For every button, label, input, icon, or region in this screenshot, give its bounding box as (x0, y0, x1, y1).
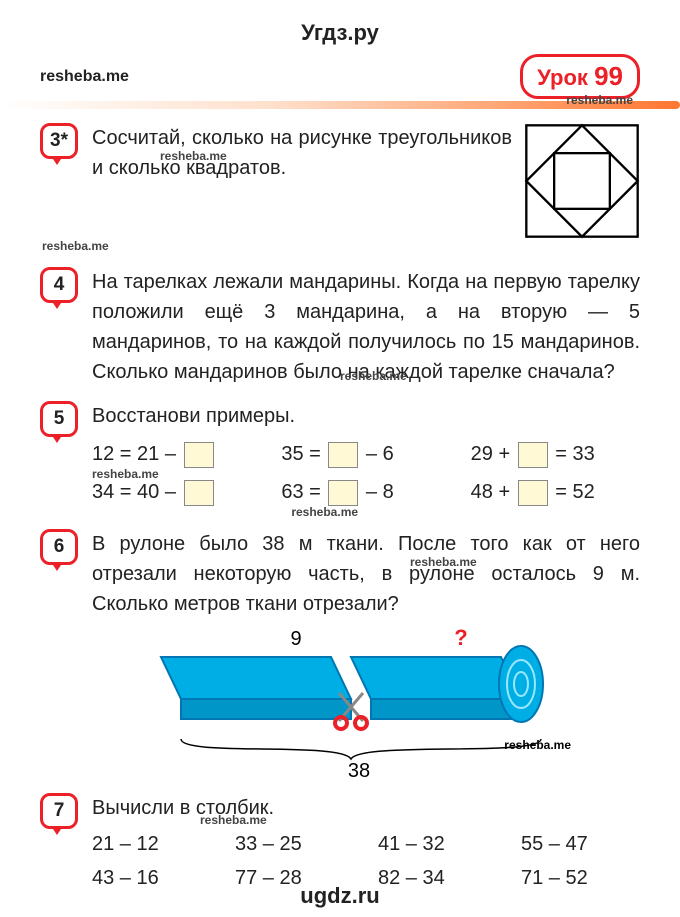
watermark-icon: resheba.me (504, 738, 571, 752)
fabric-svg: 9 ? 3 (151, 629, 581, 779)
page-header: resheba.me Урок 99 resheba.me (40, 54, 640, 99)
problem-3: 3* Сосчитай, сколько на рисунке треуголь… (40, 123, 640, 239)
problem-3-text: Сосчитай, сколько на рисунке треугольник… (92, 123, 512, 183)
blank-box[interactable] (328, 480, 358, 506)
problem-3-text-span: Сосчитай, сколько на рисунке треугольник… (92, 127, 512, 179)
problem-7-body: Вычисли в столбик. resheba.me 21 – 12 33… (92, 793, 640, 893)
eq-pre: 35 = (281, 443, 326, 465)
calc-cell: 33 – 25 (235, 829, 354, 859)
problem-4: 4 На тарелках лежали мандарины. Когда на… (40, 267, 640, 387)
eq-post: – 8 (360, 481, 393, 503)
calc-cell: 41 – 32 (378, 829, 497, 859)
equation-cell: 29 + = 33 (471, 439, 640, 469)
problem-5: 5 Восстанови примеры. 12 = 21 – resheba.… (40, 401, 640, 507)
eq-pre: 63 = (281, 481, 326, 503)
calc-cell: 21 – 12 (92, 829, 211, 859)
problem-number-6: 6 (40, 529, 78, 565)
watermark-icon: resheba.me (42, 239, 640, 253)
blank-box[interactable] (184, 480, 214, 506)
problem-5-body: Восстанови примеры. 12 = 21 – resheba.me… (92, 401, 640, 507)
watermark-icon: resheba.me (160, 147, 227, 165)
problem-6-text-span: В рулоне было 38 м ткани. После того как… (92, 533, 640, 615)
problem-number-5: 5 (40, 401, 78, 437)
watermark-icon: resheba.me (410, 553, 477, 571)
label-nine: 9 (290, 629, 301, 650)
eq-post: = 33 (550, 443, 595, 465)
eq-pre: 12 = 21 – (92, 443, 182, 465)
label-total: 38 (348, 760, 370, 779)
watermark-icon: resheba.me (566, 93, 633, 107)
eq-post: – 6 (360, 443, 393, 465)
equation-cell: 63 = – 8 resheba.me (281, 477, 450, 507)
problem-6: 6 В рулоне было 38 м ткани. После того к… (40, 529, 640, 779)
blank-box[interactable] (184, 442, 214, 468)
equation-cell: 12 = 21 – resheba.me (92, 439, 261, 469)
lesson-label: Урок (537, 65, 588, 90)
fabric-figure: 9 ? 3 (92, 629, 640, 779)
label-question: ? (454, 629, 467, 650)
blank-box[interactable] (328, 442, 358, 468)
eq-post: = 52 (550, 481, 595, 503)
problem-5-title: Восстанови примеры. (92, 405, 295, 427)
problem-number-4: 4 (40, 267, 78, 303)
equation-cell: 35 = – 6 (281, 439, 450, 469)
watermark-icon: resheba.me (291, 503, 358, 521)
site-label-left: resheba.me (40, 68, 129, 86)
calc-cell: 55 – 47 (521, 829, 640, 859)
lesson-badge: Урок 99 resheba.me (520, 54, 640, 99)
equation-cell: 34 = 40 – (92, 477, 261, 507)
watermark-icon: resheba.me (340, 367, 407, 385)
bottom-watermark: ugdz.ru (0, 883, 680, 909)
problem-6-body: В рулоне было 38 м ткани. После того как… (92, 529, 640, 779)
blank-box[interactable] (518, 480, 548, 506)
problem-4-text: На тарелках лежали мандарины. Когда на п… (92, 267, 640, 387)
watermark-icon: resheba.me (200, 811, 267, 829)
equations-grid: 12 = 21 – resheba.me 35 = – 6 29 + = 33 … (92, 439, 640, 507)
problem-7: 7 Вычисли в столбик. resheba.me 21 – 12 … (40, 793, 640, 893)
eq-pre: 48 + (471, 481, 516, 503)
lesson-number: 99 (594, 61, 623, 91)
eq-pre: 29 + (471, 443, 516, 465)
equation-cell: 48 + = 52 (471, 477, 640, 507)
problem-number-3: 3* (40, 123, 78, 159)
eq-pre: 34 = 40 – (92, 481, 182, 503)
geometry-figure (524, 123, 640, 239)
problem-number-7: 7 (40, 793, 78, 829)
blank-box[interactable] (518, 442, 548, 468)
top-watermark: Угдз.ру (40, 20, 640, 46)
